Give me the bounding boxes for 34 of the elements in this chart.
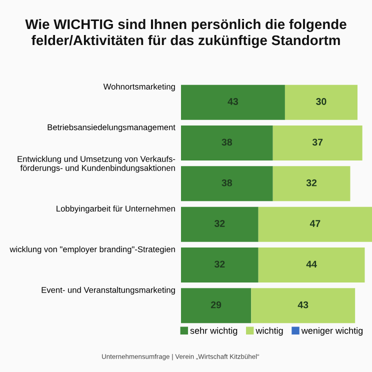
bar <box>251 288 356 324</box>
bar <box>181 288 252 324</box>
data-label: 37 <box>312 138 323 146</box>
y-tick-label: Betriebsansiedelungsmanagement <box>48 124 176 132</box>
bar <box>258 206 372 242</box>
data-label: 44 <box>306 260 317 268</box>
data-label: 47 <box>310 220 320 227</box>
chart-title: Wie WICHTIG sind Ihnen persönlich die folgende felder/Aktivitäten für das zukünftige Standortm <box>25 18 346 48</box>
y-tick-label: Wohnortsmarketing <box>103 83 175 92</box>
y-tick-label: Entwicklung und Umsetzung von Verkaufs- förderungs- und Kundenbindungsaktionen <box>18 156 176 173</box>
bar <box>258 248 365 282</box>
data-label: 29 <box>210 301 222 308</box>
legend-label: weniger wichtig <box>301 327 363 336</box>
data-label: 43 <box>228 98 238 105</box>
legend-label: sehr wichtig <box>190 327 238 336</box>
data-label: 38 <box>222 179 232 186</box>
data-label: 32 <box>214 220 225 227</box>
data-label: 32 <box>306 179 317 186</box>
bar <box>181 126 273 160</box>
bar <box>284 84 358 120</box>
legend-label: wichtig <box>256 327 283 336</box>
data-label: 32 <box>214 260 225 268</box>
bar <box>181 84 285 120</box>
data-label: 38 <box>222 138 232 146</box>
bar <box>272 126 362 160</box>
data-label: 43 <box>298 301 308 308</box>
y-tick-label: wicklung von "employer branding"-Strategien <box>10 246 175 254</box>
data-label: 30 <box>316 98 326 105</box>
bar <box>181 248 258 282</box>
y-tick-label: Event- und Veranstaltungsmarketing <box>42 286 175 295</box>
y-tick-label: Lobbyingarbeit für Unternehmen <box>56 205 175 214</box>
bar <box>272 166 350 202</box>
bar <box>181 166 273 202</box>
bar <box>181 206 258 242</box>
